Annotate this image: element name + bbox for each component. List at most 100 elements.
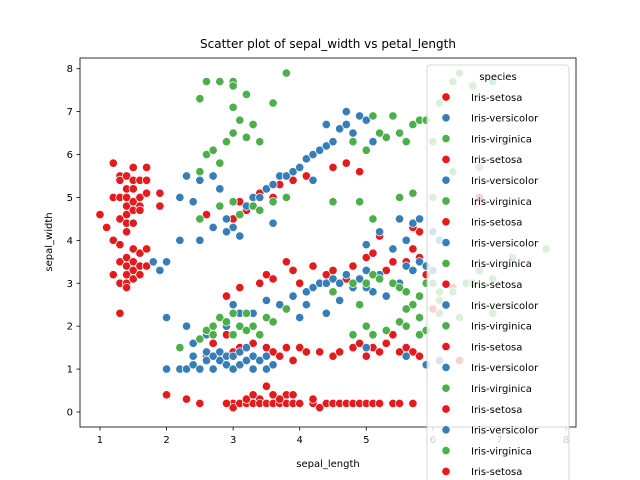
scatter-point — [368, 137, 378, 147]
scatter-point — [221, 214, 232, 224]
scatter-point — [215, 158, 225, 168]
scatter-point — [188, 197, 198, 207]
scatter-point — [394, 317, 405, 327]
scatter-point — [375, 398, 385, 408]
legend-marker — [441, 342, 451, 352]
scatter-point — [255, 205, 265, 215]
scatter-point — [328, 351, 338, 361]
legend-marker — [441, 300, 451, 310]
scatter-point — [414, 227, 425, 237]
scatter-point — [235, 115, 245, 125]
scatter-point — [361, 278, 371, 288]
chart-title: Scatter plot of sepal_width vs petal_len… — [200, 37, 456, 51]
legend-marker — [441, 196, 451, 206]
legend-label: Iris-versicolor — [471, 176, 539, 187]
y-tick-label: 3 — [67, 279, 73, 290]
legend-label: Iris-versicolor — [471, 301, 539, 312]
scatter-point — [208, 321, 218, 331]
scatter-point — [208, 364, 218, 374]
scatter-point — [195, 175, 205, 185]
scatter-point — [268, 317, 278, 327]
scatter-point — [328, 197, 338, 207]
scatter-point — [248, 351, 258, 361]
scatter-point — [388, 278, 398, 288]
scatter-point — [268, 98, 278, 108]
legend-label: Iris-setosa — [471, 93, 522, 104]
scatter-point — [135, 270, 145, 280]
scatter-point — [261, 364, 271, 374]
scatter-point — [381, 325, 391, 336]
scatter-point — [355, 197, 365, 207]
scatter-point — [388, 111, 398, 121]
scatter-point — [261, 381, 271, 391]
scatter-point — [255, 330, 265, 340]
legend-marker — [441, 425, 451, 435]
legend-label: Iris-setosa — [471, 342, 522, 353]
scatter-point — [368, 287, 378, 297]
scatter-point — [375, 274, 385, 284]
legend-marker — [441, 175, 451, 185]
legend-marker — [441, 154, 451, 164]
legend-label: Iris-setosa — [471, 218, 522, 229]
legend-marker — [441, 113, 451, 123]
scatter-point — [268, 197, 278, 207]
scatter-point — [281, 171, 291, 181]
scatter-point — [195, 398, 205, 408]
scatter-point — [295, 278, 305, 288]
scatter-point — [122, 282, 132, 293]
legend-label: Iris-versicolor — [471, 426, 539, 437]
scatter-point — [361, 240, 371, 250]
scatter-point — [261, 351, 271, 361]
scatter-point — [195, 364, 205, 374]
scatter-point — [328, 287, 338, 297]
scatter-point — [235, 321, 245, 331]
scatter-point — [255, 192, 265, 203]
scatter-point — [281, 68, 291, 78]
scatter-point — [261, 270, 271, 280]
scatter-point — [301, 300, 311, 310]
scatter-point — [221, 227, 232, 237]
scatter-point — [241, 325, 252, 336]
legend-label: Iris-versicolor — [471, 114, 539, 125]
scatter-point — [215, 184, 225, 194]
scatter-point — [155, 265, 165, 275]
scatter-point — [301, 287, 311, 297]
scatter-point — [355, 167, 365, 177]
plot-area: 1 2 3 4 5 6 7 8 0 1 2 3 4 5 6 7 8 — [67, 57, 577, 446]
scatter-point — [275, 394, 285, 404]
scatter-point — [248, 321, 258, 331]
scatter-point — [201, 347, 212, 357]
y-tick-label: 7 — [67, 107, 73, 118]
scatter-point — [388, 244, 398, 254]
scatter-point — [135, 205, 145, 215]
x-tick-label: 4 — [297, 435, 303, 446]
scatter-point — [394, 282, 405, 293]
scatter-point — [401, 261, 411, 271]
scatter-point — [335, 295, 345, 305]
scatter-point — [341, 107, 351, 117]
scatter-point — [241, 355, 252, 366]
scatter-point — [115, 308, 125, 318]
scatter-point — [401, 235, 411, 245]
scatter-point — [228, 403, 238, 413]
legend-label: Iris-versicolor — [471, 238, 539, 249]
y-tick-label: 0 — [67, 407, 73, 418]
legend-marker — [441, 258, 451, 268]
scatter-point — [408, 398, 418, 408]
scatter-point — [122, 227, 132, 237]
scatter-point — [301, 171, 311, 181]
scatter-point — [228, 197, 238, 207]
scatter-point — [375, 227, 385, 237]
y-tick-label: 1 — [67, 365, 73, 376]
scatter-point — [195, 235, 205, 245]
scatter-point — [281, 343, 291, 353]
scatter-point — [148, 257, 158, 267]
scatter-point — [161, 364, 172, 374]
scatter-point — [308, 282, 318, 293]
scatter-point — [255, 137, 265, 147]
x-tick-label: 2 — [163, 435, 169, 446]
scatter-point — [221, 291, 232, 301]
scatter-point — [241, 89, 252, 100]
legend-marker — [441, 134, 451, 144]
scatter-point — [175, 192, 185, 203]
